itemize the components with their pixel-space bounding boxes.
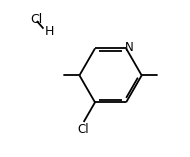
Text: Cl: Cl	[30, 13, 43, 26]
Text: Cl: Cl	[78, 123, 89, 136]
Text: H: H	[44, 25, 54, 38]
Text: N: N	[125, 41, 134, 54]
